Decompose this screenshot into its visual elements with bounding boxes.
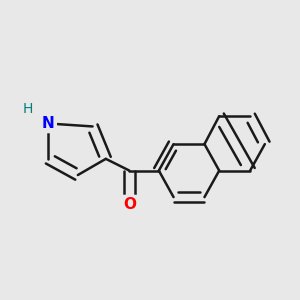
Text: N: N xyxy=(42,116,55,131)
Text: H: H xyxy=(22,102,33,116)
Text: O: O xyxy=(123,197,136,212)
